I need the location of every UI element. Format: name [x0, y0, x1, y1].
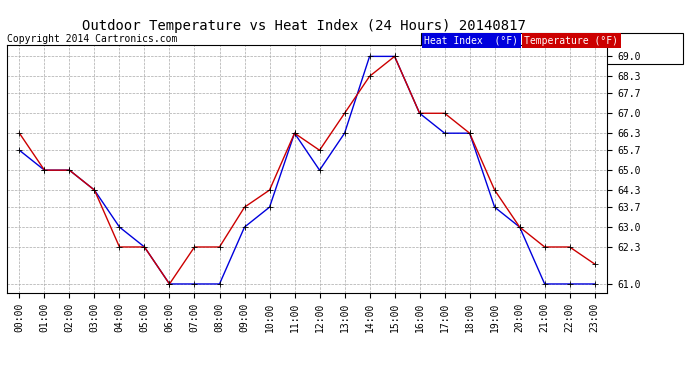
- Text: Heat Index  (°F): Heat Index (°F): [424, 36, 518, 46]
- Text: Copyright 2014 Cartronics.com: Copyright 2014 Cartronics.com: [7, 34, 177, 44]
- Text: Temperature (°F): Temperature (°F): [524, 36, 618, 46]
- Text: Outdoor Temperature vs Heat Index (24 Hours) 20140817: Outdoor Temperature vs Heat Index (24 Ho…: [81, 19, 526, 33]
